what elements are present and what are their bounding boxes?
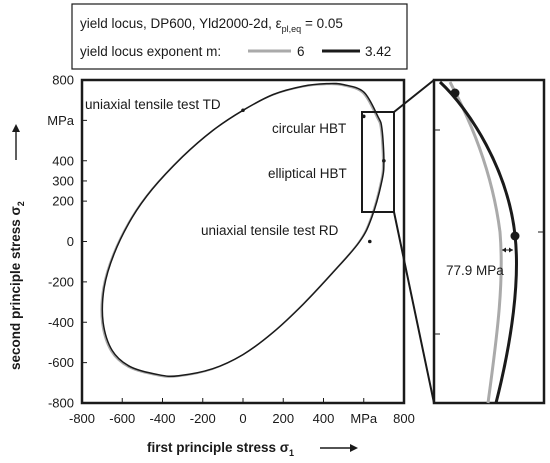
y-tick-label: 0 bbox=[67, 234, 74, 249]
y-tick-label: -800 bbox=[48, 396, 74, 411]
legend: yield locus, DP600, Yld2000-2d, εpl,eq =… bbox=[71, 3, 408, 70]
y-tick-label: 300 bbox=[52, 173, 74, 188]
y-tick-label: 400 bbox=[52, 153, 74, 168]
legend-label-m6: 6 bbox=[297, 44, 305, 59]
y-tick-label: -600 bbox=[48, 355, 74, 370]
legend-title: yield locus, DP600, Yld2000-2d, εpl,eq =… bbox=[80, 16, 343, 34]
zoom-series-line-m6 bbox=[448, 81, 503, 404]
annotation-elliptical-hbt: elliptical HBT bbox=[268, 166, 347, 181]
x-tick-label: 200 bbox=[272, 411, 294, 426]
x-tick-label: -800 bbox=[69, 411, 95, 426]
gap-label: 77.9 MPa bbox=[446, 263, 504, 278]
annotation-uniaxial-rd: uniaxial tensile test RD bbox=[201, 223, 339, 238]
legend-exponent-label: yield locus exponent m: bbox=[80, 44, 221, 59]
legend-frame bbox=[71, 3, 408, 70]
y-axis-label-subscript: 2 bbox=[16, 201, 26, 206]
zoom-marker-elliptical-hbt bbox=[510, 231, 520, 241]
zoom-connector-bottom bbox=[393, 211, 435, 404]
x-axis-arrow bbox=[320, 444, 358, 452]
zoom-inset-frame bbox=[432, 78, 546, 405]
y-tick-label: -200 bbox=[48, 274, 74, 289]
y-axis-label: second principle stress σ2 bbox=[8, 201, 26, 370]
x-tick-label: MPa bbox=[350, 411, 378, 426]
y-axis-ticks: -800 -600 -400 -200 0 200 300 400 MPa 800 bbox=[47, 73, 87, 411]
zoom-marker-circular-hbt bbox=[450, 88, 460, 98]
legend-title-subscript: pl,eq bbox=[282, 24, 302, 34]
x-axis-ticks: -800 -600 -400 -200 0 200 400 MPa 800 bbox=[69, 398, 415, 426]
x-tick-label: -600 bbox=[109, 411, 135, 426]
gap-dimension-arrow bbox=[502, 247, 513, 253]
y-tick-label: 800 bbox=[52, 73, 74, 88]
y-tick-label: 200 bbox=[52, 194, 74, 209]
legend-label-m342: 3.42 bbox=[365, 44, 391, 59]
y-tick-label: MPa bbox=[47, 113, 75, 128]
zoom-window bbox=[361, 111, 395, 213]
y-axis-arrow bbox=[12, 124, 20, 160]
annotation-uniaxial-td: uniaxial tensile test TD bbox=[85, 97, 221, 112]
test-point-marker bbox=[382, 158, 386, 163]
annotation-circular-hbt: circular HBT bbox=[272, 121, 346, 136]
zoom-inset: 77.9 MPa bbox=[432, 78, 546, 405]
zoom-connector-top bbox=[393, 79, 435, 113]
x-tick-label: 800 bbox=[393, 411, 415, 426]
y-tick-label: -400 bbox=[48, 315, 74, 330]
x-tick-label: 0 bbox=[239, 411, 246, 426]
x-tick-label: 400 bbox=[313, 411, 335, 426]
x-tick-label: -400 bbox=[149, 411, 175, 426]
x-tick-label: -200 bbox=[190, 411, 216, 426]
x-axis-label-subscript: 1 bbox=[289, 448, 294, 458]
x-axis-label: first principle stress σ1 bbox=[147, 440, 294, 458]
test-point-marker bbox=[367, 239, 372, 244]
series-line-m342 bbox=[101, 82, 385, 378]
test-point-marker bbox=[241, 108, 245, 113]
